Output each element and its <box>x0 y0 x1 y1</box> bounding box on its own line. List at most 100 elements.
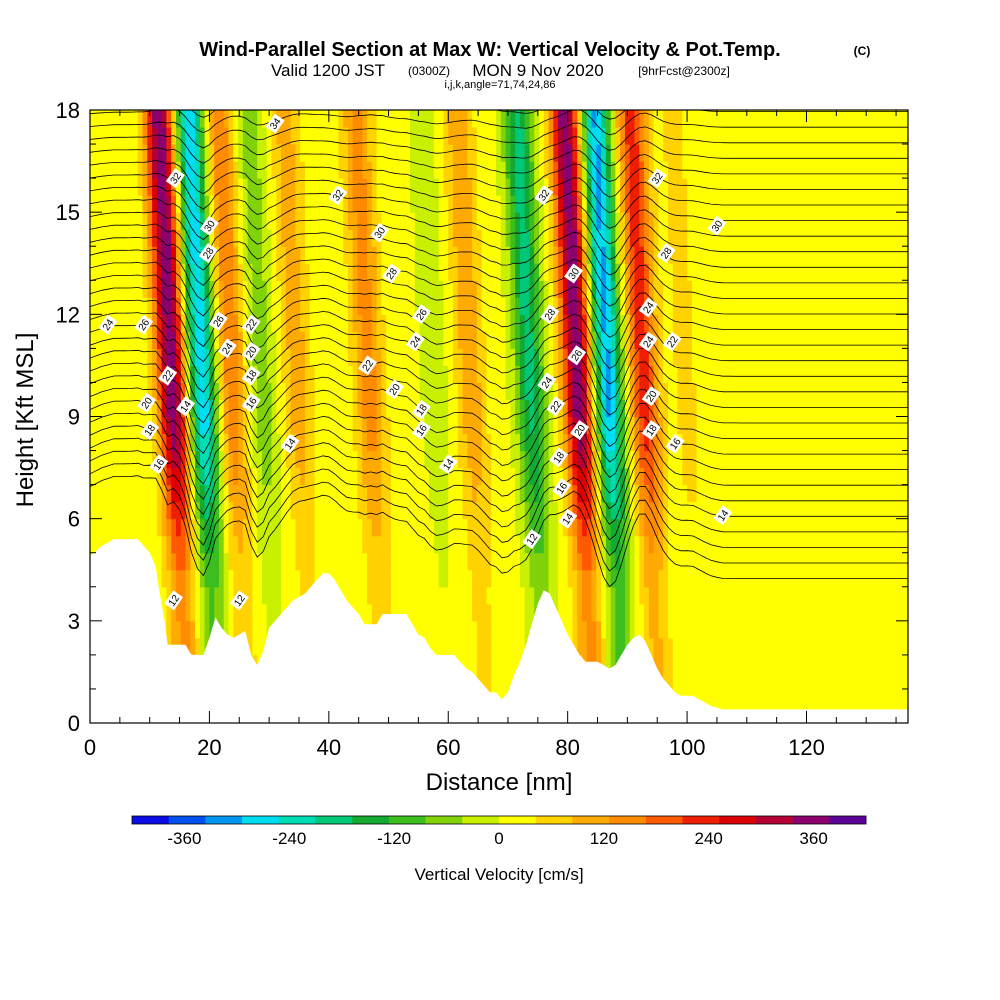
velocity-cell <box>262 484 268 503</box>
velocity-cell <box>376 110 382 128</box>
velocity-cell <box>625 552 631 571</box>
velocity-cell <box>219 535 225 554</box>
velocity-cell <box>367 178 373 196</box>
velocity-cell <box>706 161 712 179</box>
velocity-cell <box>639 263 645 281</box>
velocity-cell <box>295 535 301 554</box>
velocity-cell <box>677 263 683 281</box>
velocity-cell <box>519 365 526 383</box>
velocity-cell <box>324 127 330 145</box>
velocity-cell <box>543 161 550 179</box>
velocity-cell <box>701 246 707 264</box>
velocity-cell <box>343 450 349 469</box>
velocity-cell <box>620 110 626 128</box>
velocity-cell <box>147 110 153 128</box>
velocity-cell <box>701 144 707 162</box>
velocity-cell <box>663 654 669 673</box>
velocity-cell <box>405 161 411 179</box>
velocity-cell <box>219 552 225 571</box>
velocity-cell <box>567 433 574 452</box>
velocity-cell <box>219 178 225 196</box>
velocity-cell <box>285 195 292 213</box>
velocity-cell <box>390 416 397 435</box>
velocity-cell <box>582 314 588 332</box>
velocity-cell <box>180 178 187 196</box>
velocity-cell <box>400 365 406 383</box>
velocity-cell <box>663 382 669 400</box>
velocity-cell <box>214 127 220 145</box>
velocity-cell <box>414 246 421 264</box>
velocity-cell <box>94 246 101 264</box>
velocity-cell <box>744 399 750 418</box>
velocity-cell <box>510 637 516 656</box>
velocity-cell <box>94 484 101 503</box>
velocity-cell <box>395 518 402 537</box>
velocity-cell <box>519 382 526 400</box>
velocity-cell <box>152 263 158 281</box>
velocity-cell <box>152 161 158 179</box>
velocity-cell <box>271 467 277 486</box>
velocity-cell <box>309 467 316 486</box>
velocity-cell <box>376 127 382 145</box>
velocity-cell <box>591 433 597 452</box>
velocity-cell <box>118 501 125 520</box>
velocity-cell <box>395 127 402 145</box>
velocity-cell <box>285 331 292 349</box>
velocity-cell <box>104 399 110 418</box>
velocity-cell <box>653 620 659 639</box>
velocity-cell <box>104 365 110 383</box>
velocity-cell <box>161 569 167 588</box>
velocity-cell <box>390 331 397 349</box>
velocity-cell <box>252 569 258 588</box>
velocity-cell <box>257 314 263 332</box>
velocity-cell <box>672 637 679 656</box>
velocity-cell <box>371 399 378 418</box>
velocity-cell <box>429 484 435 503</box>
velocity-cell <box>567 399 574 418</box>
velocity-cell <box>304 382 311 400</box>
velocity-cell <box>620 603 626 622</box>
velocity-cell <box>648 586 655 605</box>
velocity-cell <box>453 552 459 571</box>
velocity-cell <box>414 110 421 128</box>
velocity-cell <box>491 603 497 622</box>
velocity-cell <box>500 399 507 418</box>
velocity-cell <box>133 433 139 452</box>
velocity-cell <box>467 603 473 622</box>
velocity-cell <box>548 501 554 520</box>
velocity-cell <box>691 297 698 315</box>
velocity-cell <box>553 212 559 230</box>
velocity-cell <box>247 586 253 605</box>
velocity-cell <box>405 382 411 400</box>
velocity-cell <box>180 348 187 366</box>
velocity-cell <box>715 637 722 656</box>
velocity-cell <box>577 586 583 605</box>
velocity-cell <box>199 331 206 349</box>
velocity-cell <box>591 110 597 128</box>
velocity-cell <box>104 229 110 247</box>
velocity-cell <box>567 569 574 588</box>
velocity-cell <box>271 263 277 281</box>
velocity-cell <box>94 535 101 554</box>
velocity-cell <box>476 569 483 588</box>
velocity-cell <box>367 365 373 383</box>
velocity-cell <box>262 178 268 196</box>
velocity-cell <box>276 382 282 400</box>
velocity-cell <box>185 246 191 264</box>
velocity-cell <box>562 467 569 486</box>
velocity-cell <box>223 501 230 520</box>
velocity-cell <box>328 552 335 571</box>
velocity-cell <box>539 297 545 315</box>
velocity-cell <box>362 110 368 128</box>
velocity-cell <box>658 382 664 400</box>
velocity-cell <box>644 280 650 298</box>
velocity-cell <box>682 195 688 213</box>
velocity-cell <box>486 195 492 213</box>
velocity-cell <box>390 450 397 469</box>
velocity-cell <box>304 212 311 230</box>
velocity-cell <box>448 467 454 486</box>
velocity-cell <box>696 263 702 281</box>
velocity-cell <box>615 467 621 486</box>
velocity-cell <box>271 127 277 145</box>
velocity-cell <box>730 688 736 707</box>
